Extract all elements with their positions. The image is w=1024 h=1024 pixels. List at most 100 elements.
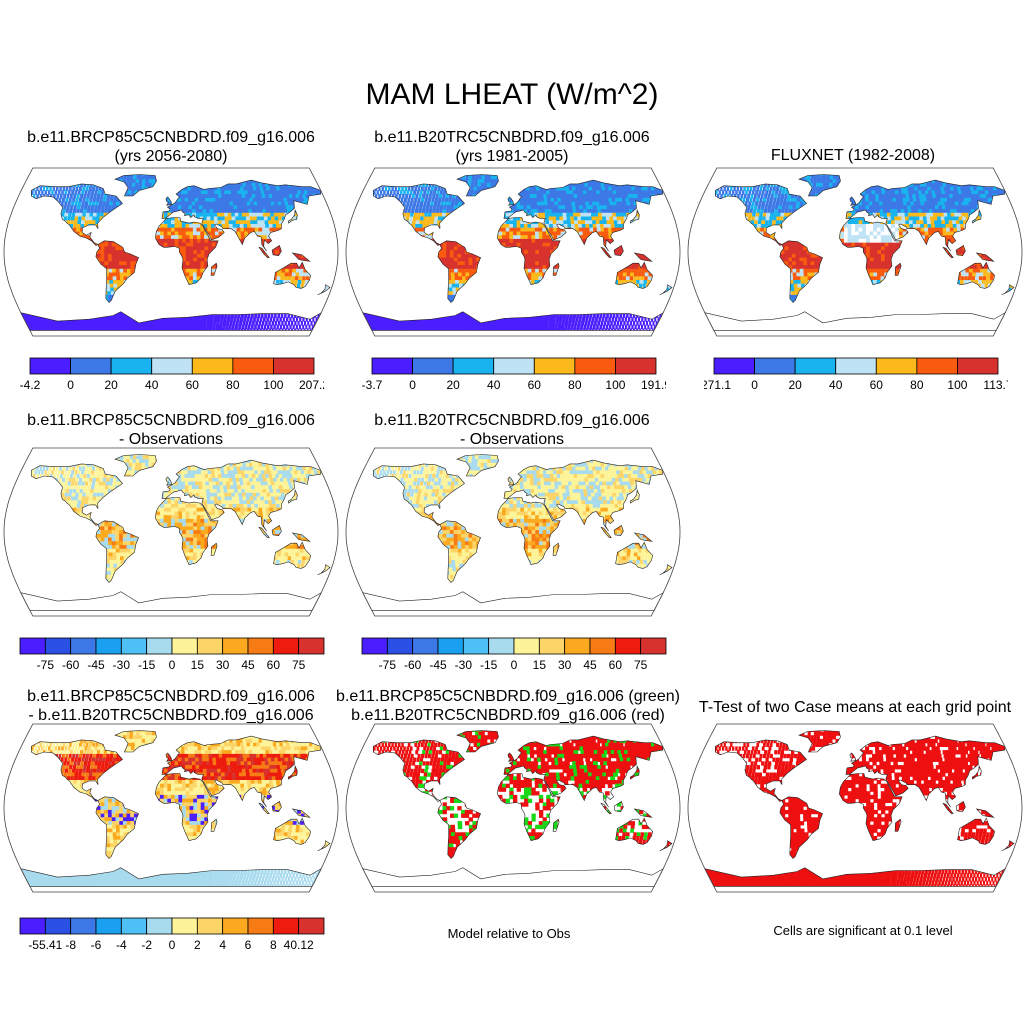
colorbar-label: -45 (87, 658, 105, 672)
panel-title-line1: b.e11.BRCP85C5CNBDRD.f09_g16.006 (0, 128, 342, 147)
panel-title-line1: b.e11.BRCP85C5CNBDRD.f09_g16.006 (green) (330, 687, 686, 706)
colorbar-label: 0 (409, 378, 416, 392)
colorbar-label: 15 (191, 658, 205, 672)
land-fill (20, 174, 330, 331)
colorbar-swatch (196, 917, 224, 935)
colorbar-label: 20 (788, 378, 802, 392)
panel-title-line1: b.e11.B20TRC5CNBDRD.f09_g16.006 (342, 128, 682, 147)
panel-title-p1: b.e11.BRCP85C5CNBDRD.f09_g16.006 (yrs 20… (0, 128, 342, 166)
map-border (3, 167, 339, 337)
colorbar-label: 80 (568, 378, 582, 392)
colorbar-swatch (29, 357, 71, 375)
colorbar-label: 207.2 (299, 378, 324, 392)
colorbar-label: 0 (67, 378, 74, 392)
land-fill (373, 454, 672, 583)
colorbar-label: -4.2 (20, 378, 41, 392)
colorbar-label: 45 (583, 658, 597, 672)
colorbar-label: 40 (829, 378, 843, 392)
colorbar-label: 0 (751, 378, 758, 392)
colorbar-label: 40 (145, 378, 159, 392)
colorbar-swatch (272, 637, 300, 655)
colorbar-swatch (412, 637, 439, 655)
colorbar-swatch (146, 637, 173, 655)
colorbar-swatch (171, 637, 198, 655)
colorbar-swatch (70, 637, 97, 655)
panel-title-line2: - Observations (342, 430, 682, 449)
colorbar-label: 40 (487, 378, 501, 392)
colorbar-label: 75 (634, 658, 648, 672)
colorbar-label: 100 (605, 378, 625, 392)
colorbar-label: 80 (226, 378, 240, 392)
map-p9 (687, 723, 1023, 893)
land-fill (31, 454, 330, 583)
colorbar-swatch (247, 637, 274, 655)
colorbar-swatch (493, 357, 535, 375)
colorbar-swatch (437, 637, 464, 655)
colorbar-swatch (19, 917, 46, 935)
colorbar-swatch (110, 357, 153, 375)
colorbar-p4: -75 -60 -45 -30 -15 0 15 30 45 60 75 (19, 637, 325, 672)
colorbar-swatch (452, 357, 495, 375)
panel-title-p8: b.e11.BRCP85C5CNBDRD.f09_g16.006 (green)… (330, 687, 686, 725)
colorbar-swatch (713, 357, 755, 375)
colorbar-swatch (298, 637, 325, 655)
colorbar-label: 60 (186, 378, 200, 392)
map-border (345, 723, 681, 893)
panel-title-p5: b.e11.B20TRC5CNBDRD.f09_g16.006 - Observ… (342, 411, 682, 449)
colorbar-label: -15 (480, 658, 498, 672)
colorbar-swatch (412, 357, 454, 375)
colorbar-swatch (120, 917, 148, 935)
map-p5 (345, 447, 681, 617)
land-fill (704, 730, 1014, 887)
coastline (362, 454, 673, 611)
colorbar-label: 100 (947, 378, 967, 392)
colorbar-label: 80 (910, 378, 924, 392)
map-border (687, 723, 1023, 893)
colorbar-label: -4 (116, 938, 127, 952)
colorbar-swatch (574, 357, 616, 375)
colorbar-swatch (171, 917, 198, 935)
panel-title-p3: FLUXNET (1982-2008) (682, 146, 1024, 165)
colorbar-label: 60 (528, 378, 542, 392)
colorbar-swatch (273, 357, 315, 375)
map-p2 (345, 167, 681, 337)
colorbar-swatch (462, 637, 490, 655)
colorbar-swatch (70, 917, 97, 935)
colorbar-label: 20 (104, 378, 118, 392)
colorbar-label: 0 (169, 658, 176, 672)
map-p8 (345, 723, 681, 893)
colorbar-label: -2 (141, 938, 152, 952)
colorbar-label: -30 (113, 658, 131, 672)
colorbar-swatch (44, 917, 72, 935)
colorbar-swatch (615, 357, 657, 375)
colorbar-label: 60 (870, 378, 884, 392)
colorbar-swatch (196, 637, 224, 655)
panel-title-p9: T-Test of two Case means at each grid po… (686, 698, 1024, 717)
panel-title-line2: (yrs 1981-2005) (342, 147, 682, 166)
colorbar-swatch (957, 357, 999, 375)
map-p7 (3, 723, 339, 893)
colorbar-swatch (754, 357, 796, 375)
colorbar-label: 6 (245, 938, 252, 952)
main-title: MAM LHEAT (W/m^2) (0, 78, 1024, 112)
colorbar-label: 40.12 (284, 938, 314, 952)
colorbar-swatch (247, 917, 274, 935)
cells-significant-note: Cells are significant at 0.1 level (686, 923, 1024, 938)
colorbar-label: -60 (62, 658, 80, 672)
map-p3 (687, 167, 1023, 337)
colorbar-swatch (538, 637, 566, 655)
colorbar-label: 15 (533, 658, 547, 672)
colorbar-swatch (222, 637, 249, 655)
colorbar-swatch (44, 637, 72, 655)
colorbar-label: -55.41 (28, 938, 62, 952)
colorbar-label: -45 (429, 658, 447, 672)
map-border (345, 447, 681, 617)
colorbar-label: 0 (511, 658, 518, 672)
panel-title-p4: b.e11.BRCP85C5CNBDRD.f09_g16.006 - Obser… (0, 411, 342, 449)
colorbar-swatch (298, 917, 325, 935)
colorbar-label: -3.7 (362, 378, 383, 392)
panel-title-line1: b.e11.B20TRC5CNBDRD.f09_g16.006 (342, 411, 682, 430)
colorbar-label: 60 (609, 658, 623, 672)
colorbar-swatch (95, 637, 122, 655)
colorbar-swatch (589, 637, 616, 655)
